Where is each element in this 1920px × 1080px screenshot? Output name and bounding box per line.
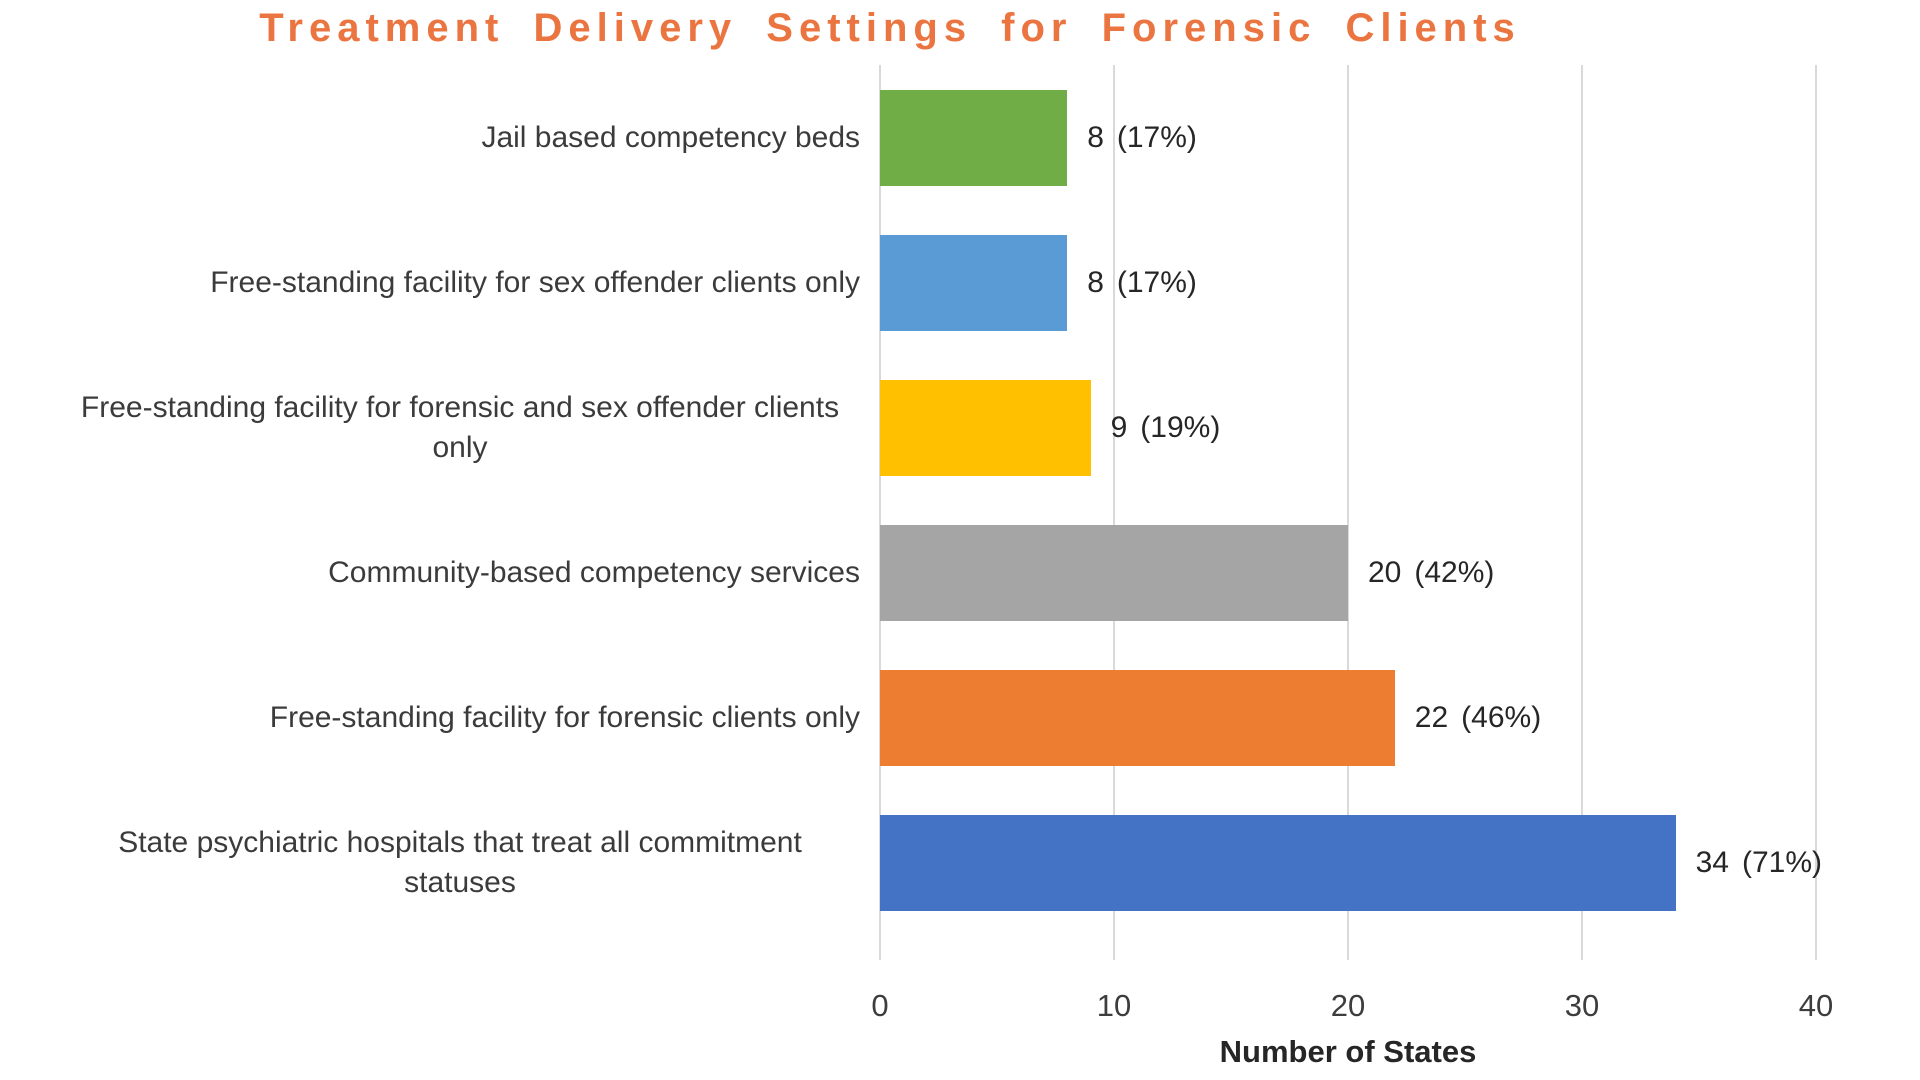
category-label: Free-standing facility for forensic and …	[80, 390, 840, 464]
bar-value: 8	[1087, 120, 1104, 154]
category-label: Free-standing facility for sex offender …	[210, 265, 860, 299]
gridlines	[879, 65, 1817, 935]
bar-pct: (19%)	[1140, 410, 1221, 444]
bar-track: 34 (71%)	[880, 814, 1822, 911]
bar	[880, 234, 1068, 331]
bar	[880, 814, 1676, 911]
category-label: Free-standing facility for forensic clie…	[269, 700, 860, 734]
category-row: State psychiatric hospitals that treat a…	[0, 790, 1920, 935]
gridline	[1347, 65, 1349, 935]
category-label-cell: Free-standing facility for sex offender …	[0, 263, 880, 303]
tick-label: 10	[1096, 988, 1132, 1023]
bar-value: 20	[1368, 555, 1402, 589]
axis-tick-labels: 0 10 20 30 40	[871, 988, 1833, 1028]
tick-label: 20	[1330, 988, 1366, 1023]
bar	[880, 524, 1348, 621]
bar	[880, 379, 1091, 476]
value-label: 8 (17%)	[1087, 121, 1197, 155]
chart-title: Treatment Delivery Settings for Forensic…	[259, 6, 1521, 50]
gridline	[879, 65, 881, 935]
category-row: Free-standing facility for forensic and …	[0, 355, 1920, 500]
x-axis-title: Number of States	[1219, 1034, 1477, 1069]
value-label: 20 (42%)	[1368, 556, 1494, 590]
category-label-cell: Community-based competency services	[0, 553, 880, 593]
bar-track: 9 (19%)	[880, 379, 1816, 476]
category-row: Jail based competency beds 8 (17%)	[0, 65, 1920, 210]
value-label: 34 (71%)	[1696, 846, 1822, 880]
value-label: 8 (17%)	[1087, 266, 1197, 300]
tick-mark	[1113, 935, 1115, 960]
category-row: Community-based competency services 20 (…	[0, 500, 1920, 645]
bar-pct: (17%)	[1116, 265, 1197, 299]
category-row: Free-standing facility for forensic clie…	[0, 645, 1920, 790]
gridline	[1113, 65, 1115, 935]
bar-track: 8 (17%)	[880, 89, 1816, 186]
axis-tickmarks	[879, 935, 1817, 960]
category-label: Community-based competency services	[328, 555, 860, 589]
bar	[880, 89, 1068, 186]
category-label: Jail based competency beds	[481, 120, 860, 154]
category-row: Free-standing facility for sex offender …	[0, 210, 1920, 355]
category-label-cell: Free-standing facility for forensic clie…	[0, 698, 880, 738]
gridline	[1581, 65, 1583, 935]
bar-track: 8 (17%)	[880, 234, 1816, 331]
bar-value: 22	[1414, 700, 1449, 734]
bar-value: 9	[1110, 410, 1128, 444]
bar	[880, 669, 1395, 766]
tick-label: 40	[1798, 988, 1834, 1023]
bar-pct: (42%)	[1414, 555, 1495, 589]
bar-track: 22 (46%)	[880, 669, 1816, 766]
bar-pct: (46%)	[1461, 700, 1542, 734]
tick-mark	[1581, 935, 1583, 960]
bar-rows: Jail based competency beds 8 (17%) Free-…	[0, 65, 1920, 935]
tick-label: 0	[871, 988, 889, 1023]
bar-value: 8	[1087, 265, 1104, 299]
tick-mark	[879, 935, 881, 960]
category-label: State psychiatric hospitals that treat a…	[118, 825, 802, 899]
bar-pct: (71%)	[1741, 845, 1822, 879]
bar-pct: (17%)	[1116, 120, 1197, 154]
bar-value: 34	[1695, 845, 1729, 879]
category-label-cell: Jail based competency beds	[0, 118, 880, 158]
bar-track: 20 (42%)	[880, 524, 1816, 621]
value-label: 9 (19%)	[1111, 411, 1221, 445]
tick-mark	[1815, 935, 1817, 960]
category-label-cell: Free-standing facility for forensic and …	[0, 388, 880, 467]
gridline	[1815, 65, 1817, 935]
tick-mark	[1347, 935, 1349, 960]
value-label: 22 (46%)	[1415, 701, 1541, 735]
category-label-cell: State psychiatric hospitals that treat a…	[0, 823, 880, 902]
tick-label: 30	[1564, 988, 1600, 1023]
